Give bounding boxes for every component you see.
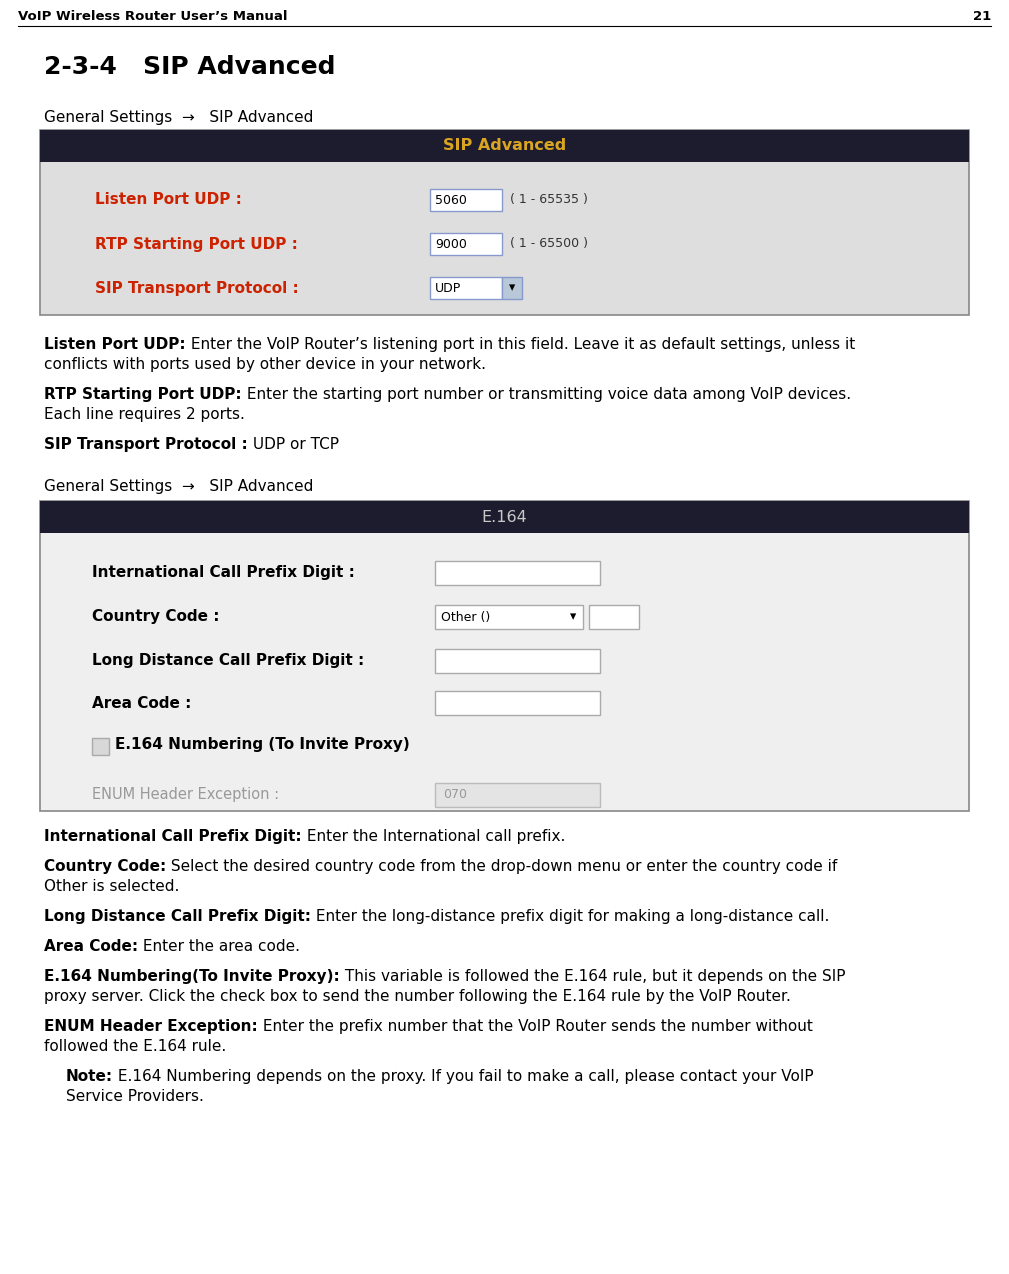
Text: 21: 21 <box>973 10 991 23</box>
Bar <box>430 233 502 255</box>
Text: Each line requires 2 ports.: Each line requires 2 ports. <box>44 406 245 422</box>
Bar <box>40 130 969 162</box>
Text: Enter the International call prefix.: Enter the International call prefix. <box>302 829 565 843</box>
Text: Long Distance Call Prefix Digit :: Long Distance Call Prefix Digit : <box>92 654 364 669</box>
Text: followed the E.164 rule.: followed the E.164 rule. <box>44 1040 226 1054</box>
Text: ENUM Header Exception:: ENUM Header Exception: <box>44 1019 257 1034</box>
Text: International Call Prefix Digit :: International Call Prefix Digit : <box>92 566 355 581</box>
Text: RTP Starting Port UDP :: RTP Starting Port UDP : <box>95 237 298 251</box>
Text: conflicts with ports used by other device in your network.: conflicts with ports used by other devic… <box>44 357 486 372</box>
Bar <box>502 276 522 299</box>
Text: Listen Port UDP :: Listen Port UDP : <box>95 192 242 208</box>
Text: Other is selected.: Other is selected. <box>44 879 180 894</box>
Text: ( 1 - 65500 ): ( 1 - 65500 ) <box>510 237 588 251</box>
Text: ( 1 - 65535 ): ( 1 - 65535 ) <box>510 194 588 206</box>
Bar <box>430 276 502 299</box>
Text: Enter the area code.: Enter the area code. <box>138 939 300 954</box>
Text: Note:: Note: <box>66 1069 113 1084</box>
Text: Other (): Other () <box>441 610 490 623</box>
Text: Country Code :: Country Code : <box>92 609 220 624</box>
Text: SIP Transport Protocol :: SIP Transport Protocol : <box>95 280 299 296</box>
Text: SIP Advanced: SIP Advanced <box>443 139 566 153</box>
Text: Select the desired country code from the drop-down menu or enter the country cod: Select the desired country code from the… <box>166 859 837 874</box>
Text: International Call Prefix Digit:: International Call Prefix Digit: <box>44 829 302 843</box>
Bar <box>435 561 600 585</box>
Text: Enter the VoIP Router’s listening port in this field. Leave it as default settin: Enter the VoIP Router’s listening port i… <box>186 338 855 352</box>
Text: RTP Starting Port UDP:: RTP Starting Port UDP: <box>44 387 241 403</box>
Text: 5060: 5060 <box>435 194 467 206</box>
Bar <box>92 738 109 755</box>
Text: Listen Port UDP:: Listen Port UDP: <box>44 338 186 352</box>
Bar <box>589 605 639 629</box>
Text: Enter the prefix number that the VoIP Router sends the number without: Enter the prefix number that the VoIP Ro… <box>257 1019 812 1034</box>
Text: proxy server. Click the check box to send the number following the E.164 rule by: proxy server. Click the check box to sen… <box>44 989 791 1004</box>
Text: 9000: 9000 <box>435 237 467 251</box>
Text: Area Code:: Area Code: <box>44 939 138 954</box>
Text: General Settings  →   SIP Advanced: General Settings → SIP Advanced <box>44 110 314 125</box>
Bar <box>40 501 969 812</box>
Text: E.164: E.164 <box>481 510 528 525</box>
Text: SIP Transport Protocol :: SIP Transport Protocol : <box>44 437 248 452</box>
Text: E.164 Numbering(To Invite Proxy):: E.164 Numbering(To Invite Proxy): <box>44 970 340 984</box>
Bar <box>435 605 583 629</box>
Bar <box>430 189 502 211</box>
Bar <box>40 501 969 533</box>
Text: Enter the starting port number or transmitting voice data among VoIP devices.: Enter the starting port number or transm… <box>241 387 851 403</box>
Text: Enter the long-distance prefix digit for making a long-distance call.: Enter the long-distance prefix digit for… <box>311 910 829 924</box>
Text: 070: 070 <box>443 789 467 801</box>
Text: Long Distance Call Prefix Digit:: Long Distance Call Prefix Digit: <box>44 910 311 924</box>
Text: E.164 Numbering (To Invite Proxy): E.164 Numbering (To Invite Proxy) <box>115 738 410 753</box>
Text: ENUM Header Exception :: ENUM Header Exception : <box>92 787 279 803</box>
Text: Service Providers.: Service Providers. <box>66 1089 204 1105</box>
Text: 2-3-4   SIP Advanced: 2-3-4 SIP Advanced <box>44 55 336 79</box>
Text: ▾: ▾ <box>570 610 576 623</box>
Text: General Settings  →   SIP Advanced: General Settings → SIP Advanced <box>44 479 314 494</box>
Text: This variable is followed the E.164 rule, but it depends on the SIP: This variable is followed the E.164 rule… <box>340 970 846 984</box>
Text: VoIP Wireless Router User’s Manual: VoIP Wireless Router User’s Manual <box>18 10 288 23</box>
Text: UDP: UDP <box>435 282 461 294</box>
Text: UDP or TCP: UDP or TCP <box>248 437 339 452</box>
Text: E.164 Numbering depends on the proxy. If you fail to make a call, please contact: E.164 Numbering depends on the proxy. If… <box>113 1069 813 1084</box>
Bar <box>435 691 600 715</box>
Bar <box>435 648 600 673</box>
Bar <box>435 784 600 806</box>
Bar <box>40 130 969 315</box>
Text: Area Code :: Area Code : <box>92 696 192 711</box>
Text: ▾: ▾ <box>509 282 516 294</box>
Text: Country Code:: Country Code: <box>44 859 166 874</box>
